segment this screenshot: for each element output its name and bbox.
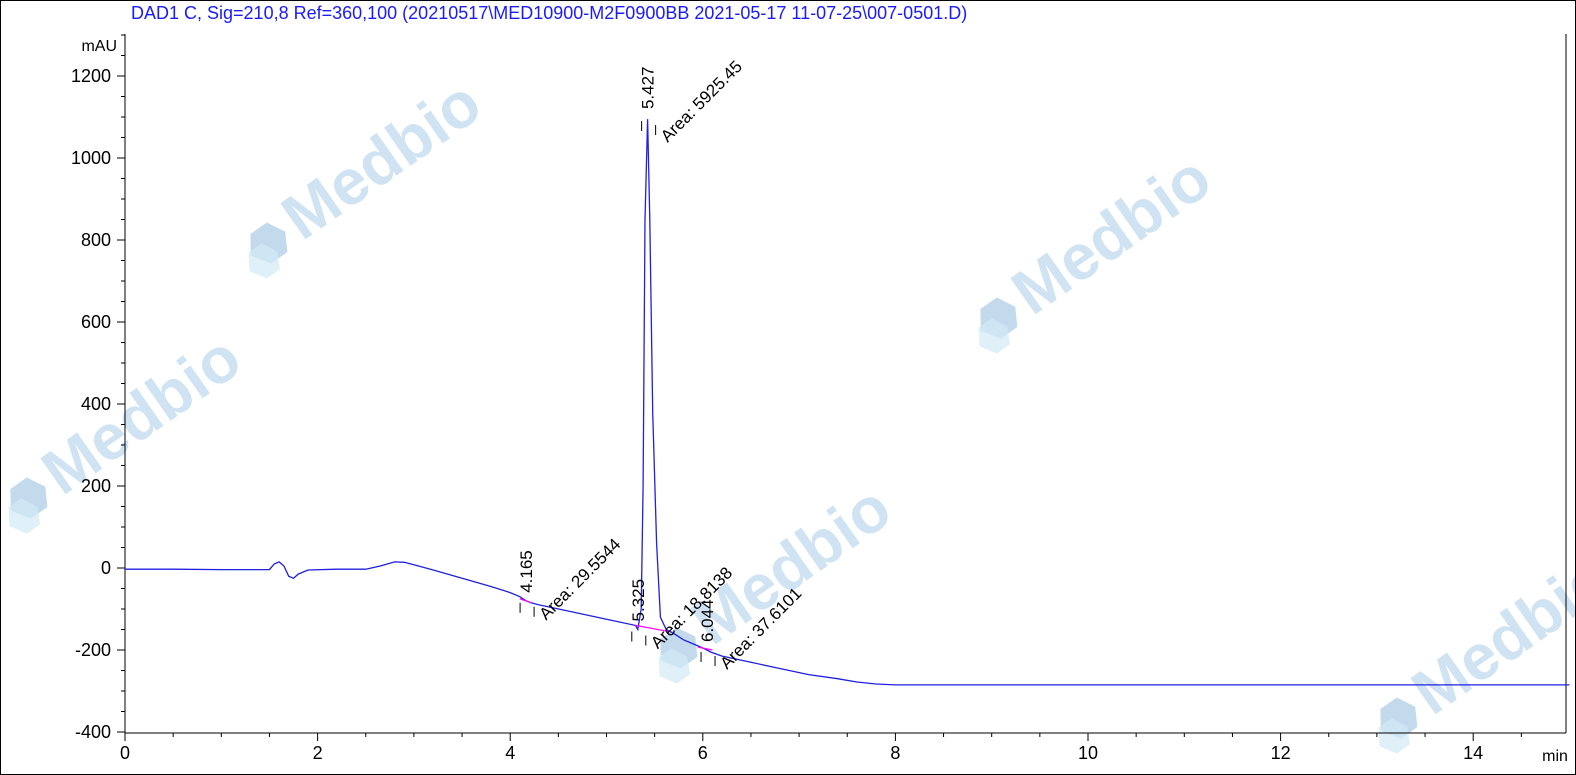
y-tick-label: 200 xyxy=(81,476,111,496)
peak-area-label: Area: 29.5544 xyxy=(535,535,624,624)
signal-trace xyxy=(125,119,1570,686)
peak-retention-time-label: 6.044 xyxy=(698,599,717,642)
x-tick-label: 8 xyxy=(890,743,900,763)
y-tick-label: -200 xyxy=(75,640,111,660)
x-tick-label: 4 xyxy=(505,743,515,763)
y-axis-unit: mAU xyxy=(81,38,117,55)
watermark-text: Medbio xyxy=(999,141,1224,328)
peak-retention-time-label: 5.325 xyxy=(629,579,648,622)
peak-baseline xyxy=(519,598,532,604)
x-tick-label: 12 xyxy=(1271,743,1291,763)
x-tick-label: 6 xyxy=(698,743,708,763)
watermark: Medbio xyxy=(248,66,494,279)
y-tick-label: 1000 xyxy=(71,148,111,168)
peak-area-label: Area: 5925.45 xyxy=(657,57,746,146)
x-tick-label: 2 xyxy=(313,743,323,763)
watermark-hexagon-icon xyxy=(978,318,1011,354)
watermark-hexagon-icon xyxy=(8,498,41,534)
series-layer xyxy=(125,119,1570,686)
peak-retention-time-label: 5.427 xyxy=(639,67,658,110)
x-axis-unit: min xyxy=(1542,748,1568,765)
y-tick-label: -400 xyxy=(75,722,111,742)
watermark-text: Medbio xyxy=(29,321,254,508)
x-tick-label: 10 xyxy=(1078,743,1098,763)
peak-retention-time-label: 4.165 xyxy=(517,550,536,593)
x-tick-label: 14 xyxy=(1463,743,1483,763)
y-tick-label: 600 xyxy=(81,312,111,332)
watermark: Medbio xyxy=(658,471,904,684)
peak-baseline xyxy=(635,624,670,633)
y-tick-label: 1200 xyxy=(71,66,111,86)
y-tick-label: 800 xyxy=(81,230,111,250)
watermark: Medbio xyxy=(978,141,1224,354)
y-tick-label: 0 xyxy=(101,558,111,578)
watermark-text: Medbio xyxy=(1399,541,1576,728)
watermark: Medbio xyxy=(1378,541,1576,754)
x-tick-label: 0 xyxy=(120,743,130,763)
watermark-hexagon-icon xyxy=(658,648,691,684)
chart-title: DAD1 C, Sig=210,8 Ref=360,100 (20210517\… xyxy=(131,3,968,23)
y-tick-label: 400 xyxy=(81,394,111,414)
peak-baseline xyxy=(697,646,713,651)
watermark: Medbio xyxy=(8,321,254,534)
watermark-hexagon-icon xyxy=(248,243,281,279)
watermark-text: Medbio xyxy=(269,66,494,253)
watermark-hexagon-icon xyxy=(1378,718,1411,754)
